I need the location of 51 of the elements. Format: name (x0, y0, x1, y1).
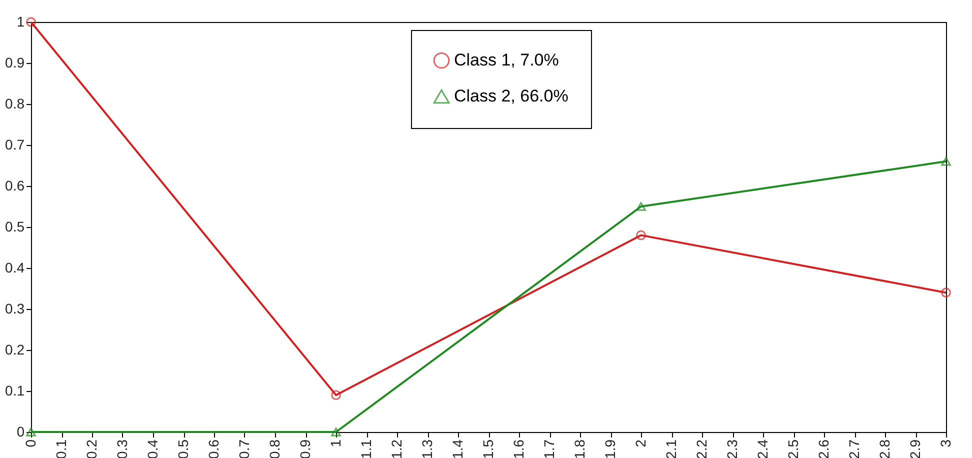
point (26, 17, 36, 27)
legend-label: Class 1, 7.0% (454, 50, 559, 70)
y-tick-label: 0.1 (5, 382, 25, 398)
x-tick-label: 2.4 (754, 439, 770, 458)
y-tick-label: 0.4 (5, 260, 25, 276)
x-tick-label: 2.8 (876, 439, 892, 458)
x-tick-label: 2.5 (785, 439, 801, 458)
x-tick-label: 0.1 (53, 439, 69, 458)
x-tick-label: 1.4 (450, 439, 466, 458)
x-tick-label: 0.8 (266, 439, 282, 458)
point (636, 202, 646, 211)
x-tick-label: 0.3 (114, 439, 130, 458)
point (331, 428, 341, 436)
y-tick-label: 0.2 (5, 342, 25, 358)
x-tick-label: 1 (328, 439, 344, 448)
x-tick-label: 1.1 (358, 439, 374, 458)
point (941, 157, 951, 166)
y-tick-label: 0.6 (5, 178, 25, 194)
point (331, 390, 341, 400)
x-tick-label: 0.4 (144, 439, 160, 458)
x-tick-label: 2.6 (816, 439, 832, 458)
legend-label: Class 2, 66.0% (454, 86, 568, 106)
y-tick-label: 0.9 (5, 54, 25, 70)
y-tick-label: 0.5 (5, 218, 25, 234)
x-tick-label: 2 (632, 439, 648, 448)
x-tick-label: 1.3 (419, 439, 435, 458)
x-tick-label: 0.5 (175, 439, 191, 458)
x-tick-label: 0.2 (84, 439, 100, 458)
x-tick-label: 3 (938, 439, 954, 448)
x-tick-label: 0.9 (297, 439, 313, 458)
point (941, 288, 951, 298)
y-tick-label: 0.3 (5, 300, 25, 316)
x-tick-label: 2.1 (663, 439, 679, 458)
x-tick-label: 2.2 (694, 439, 710, 458)
point (636, 230, 646, 240)
y-tick-label: 0.7 (5, 136, 25, 152)
x-tick-label: 1.2 (388, 439, 404, 458)
x-tick-label: 2.9 (907, 439, 923, 458)
x-tick-label: 2.3 (724, 439, 740, 458)
x-tick-label: 0 (22, 439, 38, 448)
x-tick-label: 0.6 (206, 439, 222, 458)
x-tick-label: 0.7 (236, 439, 252, 458)
x-tick-label: 1.5 (480, 439, 496, 458)
x-tick-label: 1.9 (602, 439, 618, 458)
x-tick-label: 1.8 (572, 439, 588, 458)
x-tick-label: 1.7 (541, 439, 557, 458)
point (26, 428, 36, 436)
y-tick-label: 0.8 (5, 96, 25, 112)
y-tick-label: 1 (16, 14, 25, 30)
x-tick-label: 2.7 (846, 439, 862, 458)
x-tick-label: 1.6 (510, 439, 526, 458)
